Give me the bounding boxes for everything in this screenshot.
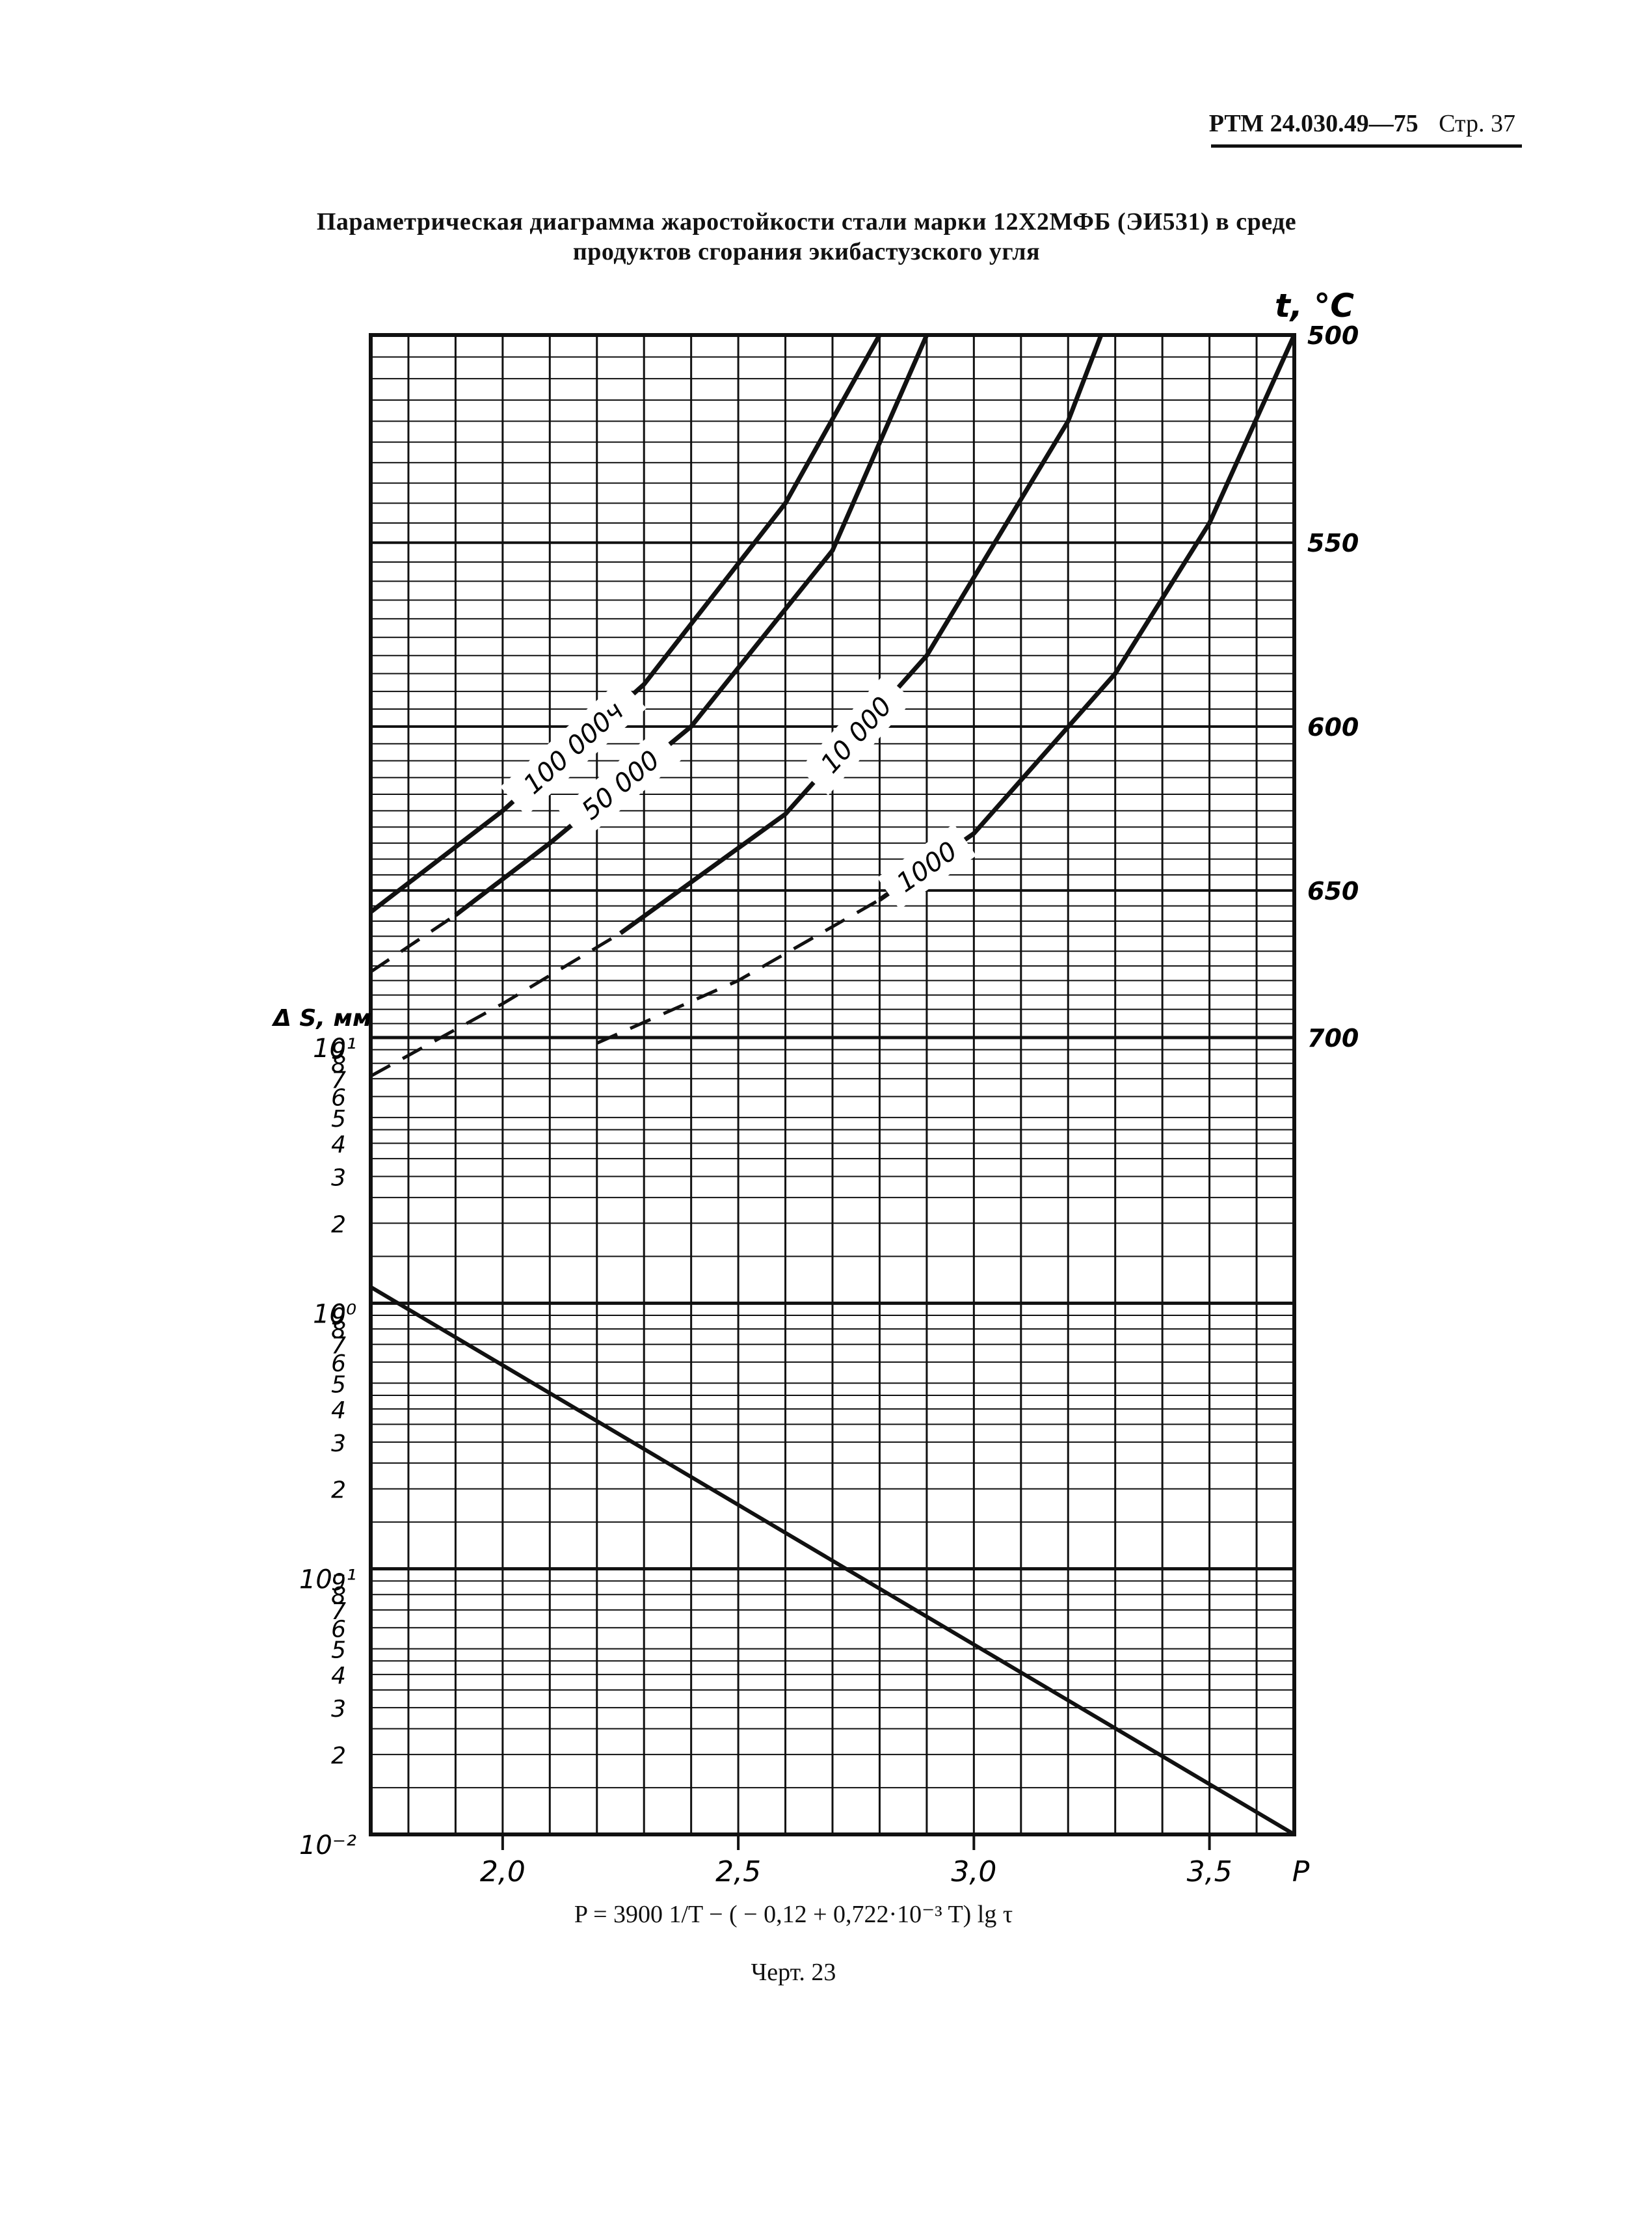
left-minor-label: 6: [331, 1085, 346, 1112]
left-minor-label: 9: [331, 1569, 346, 1596]
left-minor-label: 3: [331, 1430, 346, 1457]
series-line: [369, 334, 882, 914]
left-minor-label: 7: [331, 1598, 346, 1625]
left-decade-label: 10⁰: [313, 1299, 356, 1329]
chart-axes: [369, 333, 1296, 1850]
series-label: 10 000: [815, 691, 898, 779]
x-tick-label: 2,0: [480, 1855, 526, 1888]
left-minor-label: 7: [331, 1333, 346, 1360]
series-line-dashed: [369, 913, 457, 973]
left-minor-label: 2: [331, 1211, 346, 1238]
series-line: [619, 334, 1104, 935]
left-minor-label: 3: [331, 1696, 346, 1723]
left-minor-label: 9: [331, 1038, 346, 1065]
left-minor-label: 4: [331, 1397, 346, 1424]
right-axis-label: t, °C: [1275, 287, 1354, 325]
right-tick-label: 700: [1307, 1024, 1359, 1053]
left-minor-label: 5: [331, 1371, 346, 1398]
left-minor-label: 6: [331, 1350, 346, 1377]
left-minor-label: 5: [331, 1637, 346, 1664]
chart-title: Параметрическая диаграмма жаростойкости …: [316, 208, 1297, 265]
left-axis-label: Δ S, мм: [271, 1005, 371, 1032]
chart-grid: [371, 335, 1294, 1834]
header-rule: [1211, 144, 1522, 148]
right-tick-label: 500: [1307, 321, 1359, 350]
left-decade-label: 10⁻¹: [299, 1565, 356, 1595]
x-tick-label: 3,0: [951, 1855, 996, 1888]
left-minor-label: 9: [331, 1304, 346, 1330]
x-tick-label: 2,5: [715, 1855, 761, 1888]
series-line: [878, 334, 1297, 902]
chart-series: [369, 334, 1297, 1836]
series-label-background: [500, 679, 646, 816]
left-minor-label: 4: [331, 1663, 346, 1689]
x-axis-label: P: [1292, 1855, 1310, 1888]
left-decade-label: 10¹: [313, 1034, 356, 1064]
page-number: Стр. 37: [1439, 110, 1515, 137]
left-minor-label: 6: [331, 1616, 346, 1643]
left-minor-label: 8: [331, 1317, 346, 1344]
series-label-background: [559, 729, 682, 841]
left-minor-label: 3: [331, 1165, 346, 1192]
series-label-background: [799, 674, 913, 796]
left-minor-label: 8: [331, 1583, 346, 1609]
left-minor-label: 7: [331, 1067, 346, 1094]
x-tick-label: 3,5: [1187, 1855, 1232, 1888]
right-tick-label: 600: [1307, 713, 1359, 742]
document-code: РТМ 24.030.49—75: [1208, 110, 1419, 137]
series-line: [369, 1285, 1296, 1836]
formula: P = 3900 1/T − ( − 0,12 + 0,722·10⁻³ T) …: [574, 1901, 1013, 1928]
series-line-dashed: [369, 932, 622, 1078]
right-tick-label: 550: [1307, 529, 1359, 557]
left-decade-label: 10⁻²: [299, 1831, 356, 1860]
figure-caption: Черт. 23: [751, 1959, 836, 1986]
page-header: РТМ 24.030.49—75 Стр. 37: [1209, 109, 1515, 138]
left-minor-label: 8: [331, 1052, 346, 1079]
right-tick-label: 650: [1307, 877, 1359, 906]
series-line: [454, 334, 929, 917]
series-line-dashed: [596, 898, 881, 1045]
left-minor-label: 4: [331, 1131, 346, 1158]
left-minor-label: 2: [331, 1477, 346, 1504]
left-minor-label: 2: [331, 1743, 346, 1769]
series-label-background: [877, 824, 977, 910]
plot-frame: [369, 333, 1296, 1836]
left-minor-label: 5: [331, 1106, 346, 1133]
